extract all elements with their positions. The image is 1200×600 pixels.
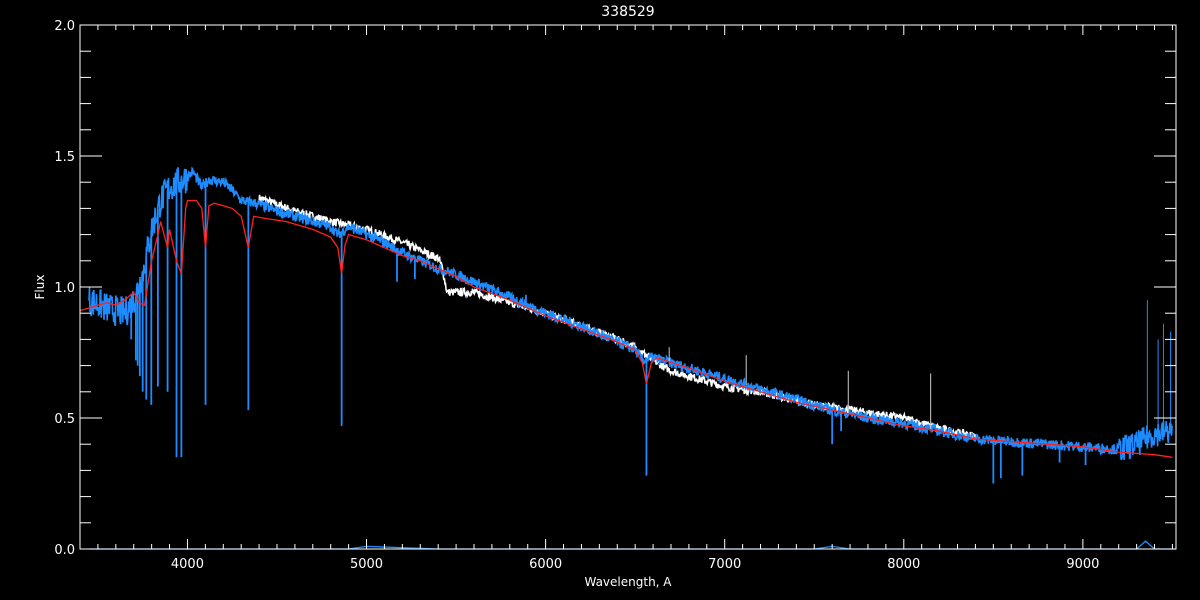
x-tick-label: 9000 (1066, 557, 1099, 572)
y-tick-label: 2.0 (54, 19, 75, 34)
plot-frame (79, 24, 1177, 550)
x-tick-label: 7000 (708, 557, 741, 572)
chart-title: 338529 (601, 4, 654, 20)
axes-layer: 4000 5000 6000 7000 8000 9000 0.0 0.5 1.0 1.5 2.0 (54, 19, 1177, 572)
series-2 (79, 199, 1173, 458)
x-tick-label: 6000 (529, 557, 562, 572)
series-line (79, 199, 1173, 458)
y-axis-label: Flux (33, 275, 47, 300)
series-line (89, 540, 1176, 550)
x-tick-label: 8000 (887, 557, 920, 572)
series-layer (79, 166, 1176, 550)
x-axis-label: Wavelength, A (584, 575, 672, 589)
y-tick-label: 0.0 (54, 543, 75, 558)
series-1 (88, 166, 1173, 484)
x-tick-label: 4000 (171, 557, 204, 572)
series-line (88, 166, 1173, 461)
y-tick-label: 1.5 (54, 150, 75, 165)
y-tick-label: 1.0 (54, 281, 75, 296)
y-tick-label: 0.5 (54, 412, 75, 427)
series-3 (89, 540, 1176, 550)
x-tick-label: 5000 (350, 557, 383, 572)
series-line (258, 194, 976, 441)
series-0 (258, 194, 976, 441)
